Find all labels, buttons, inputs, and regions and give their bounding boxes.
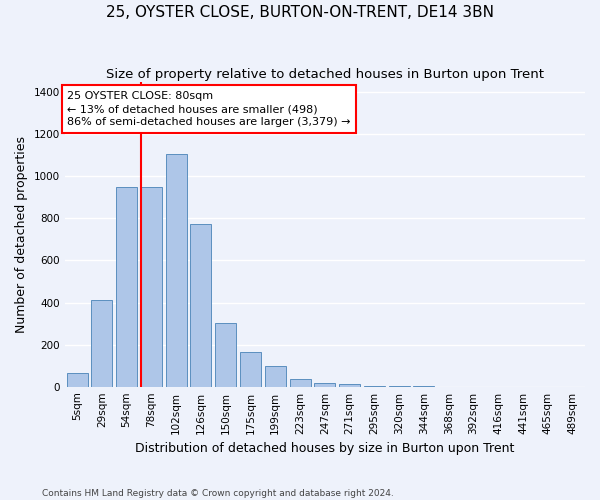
Title: Size of property relative to detached houses in Burton upon Trent: Size of property relative to detached ho… bbox=[106, 68, 544, 80]
X-axis label: Distribution of detached houses by size in Burton upon Trent: Distribution of detached houses by size … bbox=[135, 442, 515, 455]
Bar bbox=[166, 154, 187, 386]
Text: 25 OYSTER CLOSE: 80sqm
← 13% of detached houses are smaller (498)
86% of semi-de: 25 OYSTER CLOSE: 80sqm ← 13% of detached… bbox=[67, 91, 351, 127]
Bar bbox=[339, 384, 360, 386]
Bar bbox=[240, 352, 261, 386]
Bar bbox=[314, 383, 335, 386]
Y-axis label: Number of detached properties: Number of detached properties bbox=[15, 136, 28, 332]
Bar bbox=[91, 300, 112, 386]
Text: 25, OYSTER CLOSE, BURTON-ON-TRENT, DE14 3BN: 25, OYSTER CLOSE, BURTON-ON-TRENT, DE14 … bbox=[106, 5, 494, 20]
Bar bbox=[290, 380, 311, 386]
Bar bbox=[67, 373, 88, 386]
Bar bbox=[116, 187, 137, 386]
Bar bbox=[215, 322, 236, 386]
Bar bbox=[265, 366, 286, 386]
Bar bbox=[141, 187, 162, 386]
Text: Contains HM Land Registry data © Crown copyright and database right 2024.: Contains HM Land Registry data © Crown c… bbox=[42, 488, 394, 498]
Bar bbox=[190, 224, 211, 386]
